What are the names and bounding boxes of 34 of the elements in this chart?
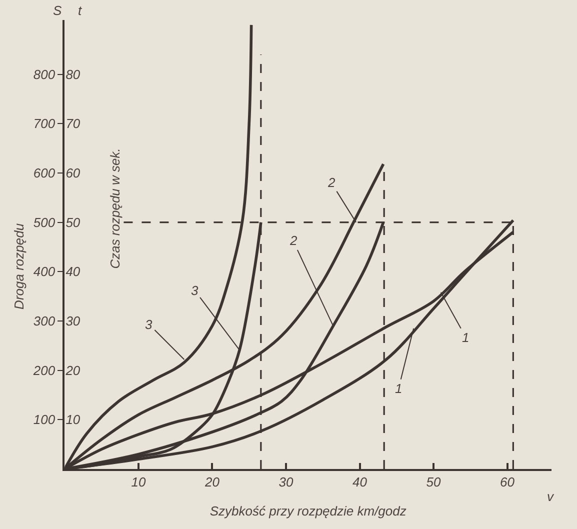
y2-tick-label: 10 bbox=[66, 412, 81, 428]
text: t bbox=[78, 3, 83, 18]
annotation: 1 bbox=[462, 330, 470, 345]
x-tick-label: 50 bbox=[426, 474, 442, 490]
annotation: 3 bbox=[145, 317, 153, 332]
y-tick-label: 200 bbox=[32, 362, 56, 378]
x-tick-label: 10 bbox=[131, 474, 146, 490]
y-tick-label: 600 bbox=[33, 166, 56, 181]
y2-tick-label: 40 bbox=[66, 264, 81, 280]
annotation: 2 bbox=[327, 175, 336, 190]
y2-tick-label: 30 bbox=[66, 314, 81, 329]
y-axis-title: Droga rozpędu bbox=[12, 223, 27, 310]
y-tick-label: 400 bbox=[33, 264, 56, 280]
y2-tick-label: 60 bbox=[66, 166, 81, 181]
annotation: 2 bbox=[289, 233, 298, 248]
text: S bbox=[53, 3, 62, 18]
x-axis-title: Szybkość przy rozpędzie km/godz bbox=[210, 504, 407, 519]
y2-tick-label: 50 bbox=[66, 214, 81, 230]
text: v bbox=[547, 489, 555, 504]
y2-tick-label: 70 bbox=[66, 116, 81, 132]
y-tick-label: 500 bbox=[33, 214, 56, 230]
y-tick-label: 700 bbox=[33, 116, 56, 132]
annotation: 1 bbox=[395, 381, 402, 396]
x-tick-label: 20 bbox=[204, 474, 220, 490]
y2-tick-label: 80 bbox=[66, 66, 81, 82]
x-tick-label: 30 bbox=[278, 474, 294, 490]
annotation: 3 bbox=[191, 283, 199, 298]
y-tick-label: 300 bbox=[33, 314, 56, 329]
x-tick-label: 60 bbox=[500, 474, 516, 490]
y2-tick-label: 20 bbox=[64, 362, 81, 378]
y-tick-label: 100 bbox=[33, 412, 56, 428]
y-tick-label: 800 bbox=[33, 66, 56, 82]
y2-axis-title: Czas rozpędu w sek. bbox=[108, 148, 123, 269]
x-tick-label: 40 bbox=[352, 474, 368, 490]
